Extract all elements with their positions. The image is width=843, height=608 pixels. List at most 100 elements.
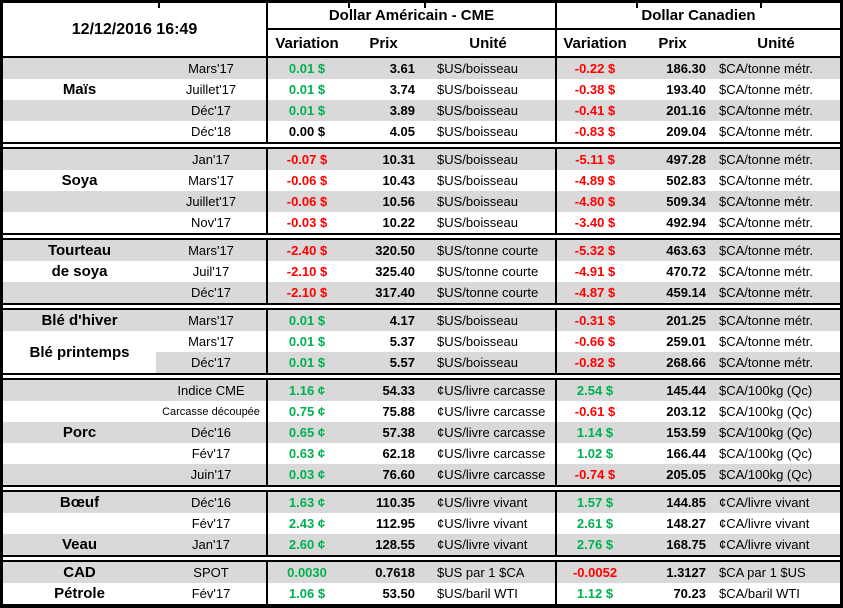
table-row: Porc Déc'16 0.65 ¢ 57.38 ¢US/livre carcasse 1…	[3, 422, 840, 443]
cell-unite-ca: $CA/tonne métr.	[712, 240, 840, 261]
cell-prix-ca: 209.04	[633, 121, 712, 142]
section-mais: Mars'17 0.01 $3.61 $US/boisseau -0.22 $186.…	[3, 58, 840, 142]
header-variation-ca: Variation	[555, 30, 633, 56]
cell-prix-us: 112.95	[346, 513, 421, 534]
cell-prix-us: 4.05	[346, 121, 421, 142]
cell-commodity-label: Veau	[3, 534, 156, 555]
table-row: Blé d'hiver Mars'17 0.01 $4.17 $US/boisseau…	[3, 310, 840, 331]
cell-prix-us: 320.50	[346, 240, 421, 261]
cell-unite-ca: $CA/100kg (Qc)	[712, 443, 840, 464]
cell-variation-us: 0.0030	[266, 562, 346, 583]
cell-variation-ca: 2.61 $	[555, 513, 633, 534]
grid-tick	[348, 3, 350, 8]
cell-contract-month: Juin'17	[156, 464, 266, 485]
cell-unite-us: $US/boisseau	[421, 212, 555, 233]
cell-prix-us: 53.50	[346, 583, 421, 604]
cell-variation-ca: -0.74 $	[555, 464, 633, 485]
cell-contract-month: Déc'16	[156, 492, 266, 513]
table-row: Juillet'17 -0.06 $10.56 $US/boisseau -4.80 …	[3, 191, 840, 212]
cell-prix-ca: 148.27	[633, 513, 712, 534]
cell-prix-ca: 201.25	[633, 310, 712, 331]
cell-variation-ca: -5.11 $	[555, 149, 633, 170]
cell-variation-us: -2.10 $	[266, 261, 346, 282]
cell-prix-ca: 166.44	[633, 443, 712, 464]
cell-variation-us: 1.16 ¢	[266, 380, 346, 401]
cell-prix-ca: 203.12	[633, 401, 712, 422]
cell-variation-us: -2.10 $	[266, 282, 346, 303]
cell-variation-ca: -4.87 $	[555, 282, 633, 303]
cell-variation-us: 0.01 $	[266, 331, 346, 352]
table-row: Nov'17 -0.03 $10.22 $US/boisseau -3.40 $492…	[3, 212, 840, 233]
cell-variation-us: 0.63 ¢	[266, 443, 346, 464]
cell-prix-us: 3.74	[346, 79, 421, 100]
cell-commodity-label: Maïs	[3, 79, 156, 100]
cell-contract-month: Fév'17	[156, 513, 266, 534]
cell-unite-ca: $CA par 1 $US	[712, 562, 840, 583]
cell-prix-ca: 205.05	[633, 464, 712, 485]
cell-prix-us: 3.89	[346, 100, 421, 121]
cell-unite-us: $US/boisseau	[421, 149, 555, 170]
cell-unite-us: ¢US/livre vivant	[421, 492, 555, 513]
cell-commodity-label	[3, 149, 156, 170]
cell-variation-us: 0.01 $	[266, 310, 346, 331]
cell-prix-ca: 459.14	[633, 282, 712, 303]
cell-prix-ca: 70.23	[633, 583, 712, 604]
cell-commodity-label: de soya	[3, 261, 156, 282]
table-row: Soya Mars'17 -0.06 $10.43 $US/boisseau -4.89…	[3, 170, 840, 191]
cell-prix-ca: 186.30	[633, 58, 712, 79]
cell-variation-ca: 1.12 $	[555, 583, 633, 604]
cell-contract-month: Déc'18	[156, 121, 266, 142]
cell-contract-month: SPOT	[156, 562, 266, 583]
section-divider	[3, 485, 840, 492]
cell-unite-ca: $CA/tonne métr.	[712, 58, 840, 79]
table-row: Tourteau Mars'17 -2.40 $320.50 $US/tonne co…	[3, 240, 840, 261]
cell-prix-ca: 463.63	[633, 240, 712, 261]
cell-unite-us: $US/boisseau	[421, 331, 555, 352]
cell-commodity-label	[3, 513, 156, 534]
table-row: Indice CME 1.16 ¢ 54.33 ¢US/livre carcasse 2…	[3, 380, 840, 401]
cell-prix-ca: 201.16	[633, 100, 712, 121]
cell-unite-ca: $CA/tonne métr.	[712, 310, 840, 331]
cell-unite-us: ¢US/livre vivant	[421, 513, 555, 534]
cell-prix-us: 10.43	[346, 170, 421, 191]
cell-unite-ca: $CA/tonne métr.	[712, 331, 840, 352]
cell-commodity-label: Porc	[3, 422, 156, 443]
cell-variation-us: 0.00 $	[266, 121, 346, 142]
cell-contract-month: Déc'16	[156, 422, 266, 443]
cell-variation-ca: -0.83 $	[555, 121, 633, 142]
cell-variation-us: 0.65 ¢	[266, 422, 346, 443]
cell-unite-us: $US/tonne courte	[421, 282, 555, 303]
cell-unite-ca: $CA/100kg (Qc)	[712, 464, 840, 485]
cell-variation-us: -0.06 $	[266, 191, 346, 212]
cell-prix-us: 110.35	[346, 492, 421, 513]
table-row: Maïs Juillet'17 0.01 $3.74 $US/boisseau -0.3…	[3, 79, 840, 100]
cell-contract-month: Fév'17	[156, 443, 266, 464]
cell-prix-ca: 509.34	[633, 191, 712, 212]
section-divider	[3, 233, 840, 240]
cell-variation-us: -0.07 $	[266, 149, 346, 170]
header-us-group: Dollar Américain - CME	[266, 3, 555, 30]
cell-commodity-label: Tourteau	[3, 240, 156, 261]
cell-unite-ca: $CA/tonne métr.	[712, 170, 840, 191]
table-row: Jan'17 -0.07 $10.31 $US/boisseau -5.11 $497…	[3, 149, 840, 170]
cell-unite-ca: $CA/tonne métr.	[712, 100, 840, 121]
cell-contract-month: Mars'17	[156, 331, 266, 352]
cell-variation-us: -0.06 $	[266, 170, 346, 191]
header-ca-group: Dollar Canadien	[555, 3, 840, 30]
cell-unite-ca: ¢CA/livre vivant	[712, 534, 840, 555]
cell-prix-ca: 153.59	[633, 422, 712, 443]
cell-commodity-label: Soya	[3, 170, 156, 191]
section-soya: Jan'17 -0.07 $10.31 $US/boisseau -5.11 $497…	[3, 149, 840, 233]
cell-variation-ca: -0.22 $	[555, 58, 633, 79]
cell-unite-us: $US/baril WTI	[421, 583, 555, 604]
cell-commodity-label	[3, 100, 156, 121]
section-cad-petrole: CAD SPOT 0.0030 0.7618 $US par 1 $CA -0.0052 1…	[3, 562, 840, 604]
cell-contract-month: Jan'17	[156, 534, 266, 555]
grid-tick	[424, 3, 426, 8]
cell-unite-us: $US/boisseau	[421, 121, 555, 142]
cell-prix-us: 317.40	[346, 282, 421, 303]
cell-prix-us: 128.55	[346, 534, 421, 555]
grid-tick	[760, 3, 762, 8]
cell-contract-month: Fév'17	[156, 583, 266, 604]
cell-unite-ca: $CA/100kg (Qc)	[712, 401, 840, 422]
